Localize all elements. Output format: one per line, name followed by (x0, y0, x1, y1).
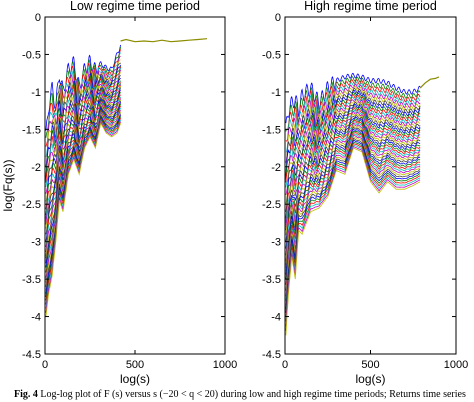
series-q-29 (285, 128, 421, 280)
series-q-18 (285, 108, 421, 228)
series-q-27 (285, 124, 421, 272)
x-axis-label: log(s) (120, 372, 150, 386)
series-q-28 (285, 126, 421, 275)
y-tick-label: -2.5 (22, 199, 41, 211)
series-q-40 (285, 146, 421, 331)
y-tick-label: -4.5 (262, 349, 281, 361)
converged-series (120, 38, 208, 43)
series-q-41 (45, 122, 121, 317)
series-q-38 (285, 142, 421, 322)
x-tick-label: 0 (282, 359, 288, 371)
y-tick-label: -3.5 (262, 274, 281, 286)
y-tick-label: -2.5 (262, 199, 281, 211)
y-tick-label: -0.5 (22, 49, 41, 61)
chart-title: Low regime time period (70, 0, 200, 13)
y-tick-label: -3 (31, 237, 41, 249)
chart-panel-1: -4.5 -4 -3.5 -3 -2.5 -2 -1.5 -1 -0.5 0 0 500 1000 Low… (1, 0, 237, 386)
y-tick-label: -4.5 (22, 349, 41, 361)
y-tick-label: -1.5 (22, 124, 41, 136)
series-q-8 (285, 89, 421, 179)
plot-area (285, 17, 456, 354)
converged-series (419, 76, 440, 89)
chart-panel-2: -4.5 -4 -3.5 -3 -2.5 -2 -1.5 -1 -0.5 0 0 500 1000 Hig… (262, 0, 468, 386)
series-q-26 (285, 123, 421, 269)
series-q-35 (285, 137, 421, 310)
y-axis-label: log(Fq(s)) (1, 159, 15, 211)
y-tick-label: -4 (271, 312, 281, 324)
y-tick-label: 0 (275, 12, 281, 24)
series-q-37 (285, 141, 421, 318)
y-tick-label: -3 (271, 237, 281, 249)
series-q-39 (285, 144, 421, 327)
y-tick-label: -1 (31, 87, 41, 99)
caption-text: Log-log plot of F (s) versus s (−20 < q … (40, 389, 466, 400)
series-q-36 (285, 139, 421, 313)
figure-caption: Fig. 4 Log-log plot of F (s) versus s (−… (14, 389, 474, 402)
series-q-30 (285, 130, 421, 285)
y-tick-label: -0.5 (262, 49, 281, 61)
series-q-34 (285, 136, 421, 306)
y-tick-label: -1.5 (262, 124, 281, 136)
series-q-20 (285, 113, 421, 236)
x-tick-label: 1000 (213, 359, 237, 371)
x-tick-label: 1000 (444, 359, 468, 371)
series-q-20 (45, 85, 121, 229)
series-q-17 (285, 107, 421, 226)
series-q-11 (285, 96, 421, 188)
series-q-41 (285, 147, 421, 336)
x-tick-label: 500 (361, 359, 379, 371)
chart-title: High regime time period (304, 0, 437, 13)
y-tick-label: -3.5 (22, 274, 41, 286)
series-q-19 (285, 110, 421, 231)
y-tick-label: 0 (35, 12, 41, 24)
series-q-9 (285, 91, 421, 180)
x-tick-label: 0 (42, 359, 48, 371)
caption-label: Fig. 4 (14, 389, 38, 400)
series-q-2 (285, 76, 421, 132)
series-q-10 (285, 94, 421, 183)
y-tick-label: -1 (271, 87, 281, 99)
x-tick-label: 500 (126, 359, 144, 371)
x-axis-label: log(s) (355, 372, 385, 386)
series-q-2 (45, 47, 121, 138)
series-q-1 (285, 72, 421, 124)
y-tick-label: -2 (31, 162, 41, 174)
y-tick-label: -4 (31, 312, 41, 324)
series-q-32 (285, 133, 421, 297)
series-q-11 (45, 67, 121, 187)
y-tick-label: -2 (271, 162, 281, 174)
